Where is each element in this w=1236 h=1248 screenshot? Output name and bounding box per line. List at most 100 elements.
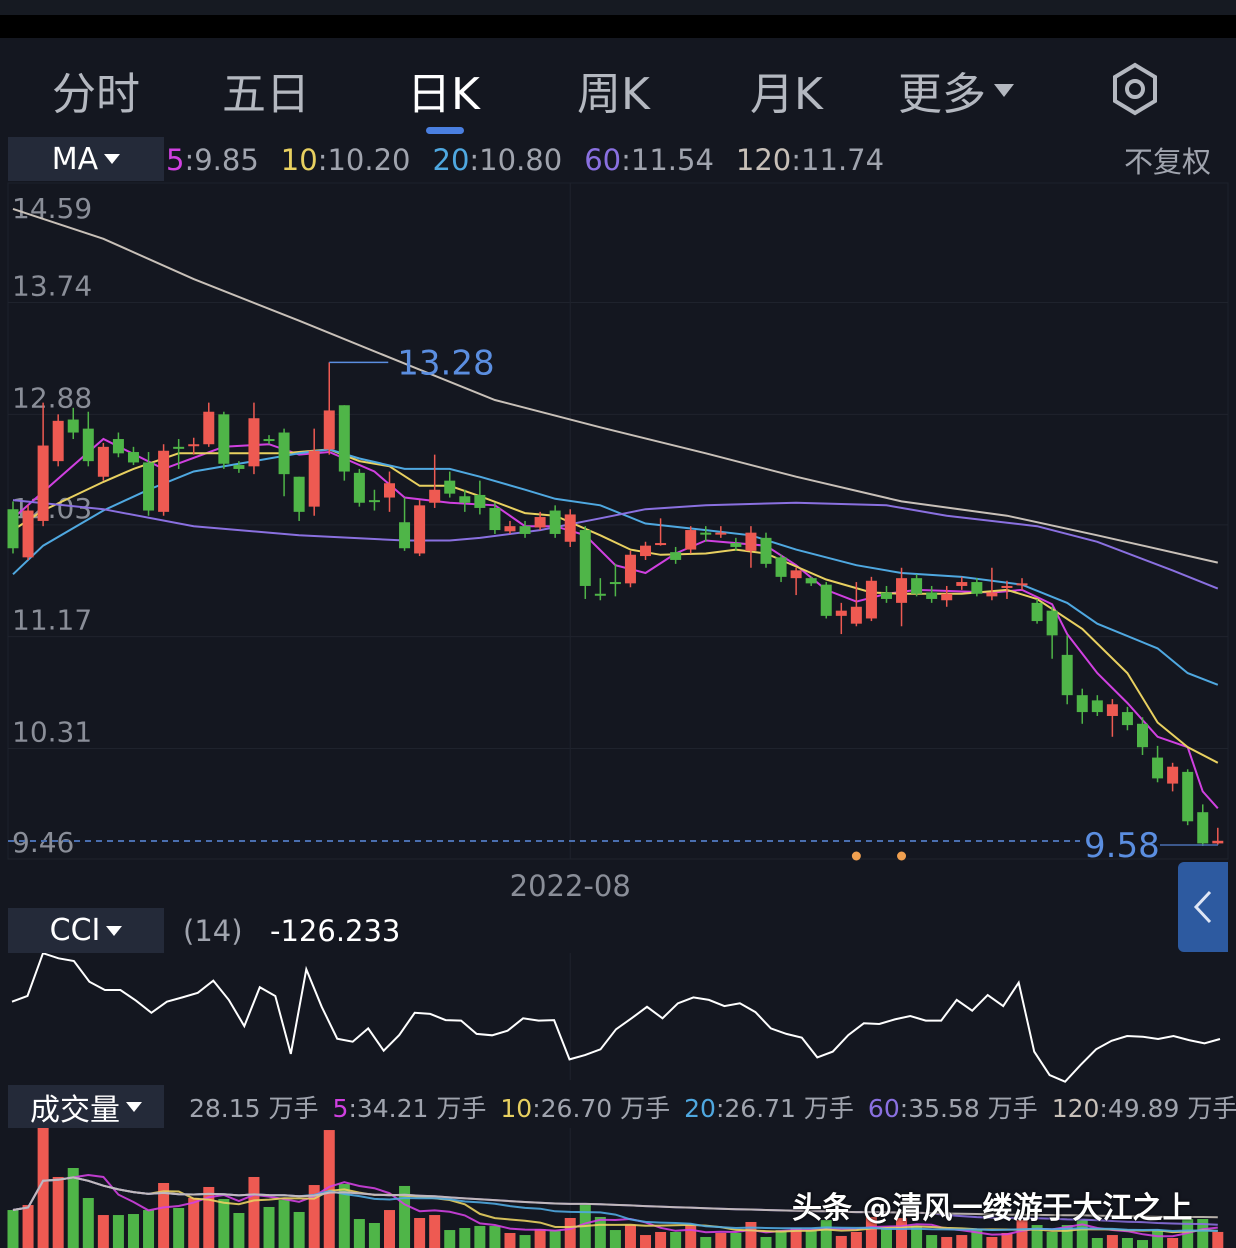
volume-bar [173, 1208, 185, 1248]
candle [127, 446, 139, 466]
candle [399, 497, 411, 551]
candle [850, 582, 862, 627]
volume-ma5-line [12, 1173, 1218, 1238]
candle [941, 585, 953, 607]
y-tick-label: 12.88 [12, 381, 92, 414]
volume-bar [730, 1233, 742, 1248]
volume-bar [188, 1198, 200, 1248]
volume-bar [564, 1218, 576, 1248]
candle-body [715, 532, 727, 535]
candle-body [233, 465, 245, 469]
candle [429, 454, 441, 508]
candle-body [52, 420, 64, 462]
candle-body [820, 584, 832, 616]
volume-bar [1152, 1230, 1164, 1248]
candle-body [368, 500, 380, 503]
candle [1152, 745, 1164, 783]
tab-more[interactable]: 更多 [898, 58, 1014, 122]
candle-body [1137, 723, 1148, 748]
volume-bar [640, 1235, 652, 1248]
y-tick-label: 10.31 [12, 715, 92, 748]
candle-body [805, 578, 817, 584]
volume-bar [22, 1205, 34, 1248]
candle-body [790, 570, 802, 579]
volume-legend-20: 20:26.71 万手 [684, 1089, 854, 1125]
ma-selector[interactable]: MA [8, 137, 164, 181]
candle [308, 428, 320, 516]
volume-bar [338, 1184, 350, 1248]
cci-selector[interactable]: CCI [8, 908, 164, 953]
main-chart-frame [7, 182, 1229, 860]
volume-bar [1137, 1240, 1148, 1248]
candle [865, 576, 877, 622]
candle-body [655, 543, 667, 546]
candle-body [338, 405, 350, 472]
volume-bar [1091, 1238, 1103, 1248]
volume-bar [624, 1225, 636, 1248]
candle [986, 567, 998, 601]
status-bar [0, 0, 1236, 15]
candle-body [624, 554, 636, 584]
volume-bar [1046, 1231, 1058, 1248]
candle [594, 578, 606, 601]
candle-body [1091, 700, 1103, 713]
y-tick-label: 11.17 [12, 604, 92, 637]
x-tick-label: 2022-08 [510, 869, 631, 903]
volume-bar [1167, 1238, 1179, 1248]
candle-body [835, 610, 847, 616]
adjust-mode-button[interactable]: 不复权 [1124, 145, 1212, 179]
volume-bar [1197, 1219, 1209, 1248]
candle-body [926, 592, 938, 599]
candle-body [865, 580, 877, 619]
candle-body [594, 593, 606, 596]
volume-bar [911, 1225, 923, 1248]
candle [624, 550, 636, 588]
candle [1121, 706, 1133, 731]
candle-body [986, 592, 998, 597]
candle-body [971, 582, 983, 594]
volume-selector[interactable]: 成交量 [8, 1085, 164, 1128]
volume-bar [880, 1228, 892, 1248]
ma-legend-10: 10:10.20 [281, 143, 411, 177]
volume-bar [459, 1228, 471, 1248]
tab-intraday[interactable]: 分时 [52, 69, 140, 120]
legend-value: :35.58 万手 [899, 1093, 1038, 1123]
volume-bar [97, 1215, 109, 1248]
candle [158, 444, 170, 516]
volume-bar [489, 1225, 501, 1248]
tab-monthly-k[interactable]: 月K [750, 69, 823, 120]
volume-bar [1001, 1233, 1013, 1248]
volume-bar [218, 1199, 230, 1248]
candle [489, 502, 501, 534]
volume-bar [594, 1216, 606, 1248]
volume-bar [293, 1211, 305, 1248]
tab-daily-k[interactable]: 日K [407, 69, 480, 120]
legend-value: :10.20 [317, 143, 411, 177]
settings-button[interactable] [1110, 62, 1160, 116]
candle [790, 567, 802, 596]
collapse-panel-button[interactable] [1178, 862, 1228, 952]
candle [655, 518, 667, 546]
candle-body [399, 522, 411, 549]
candle-body [941, 593, 953, 601]
volume-bar [835, 1235, 847, 1248]
volume-bar [850, 1231, 862, 1248]
candle-body [730, 543, 742, 547]
cci-value: -126.233 [270, 913, 401, 948]
candle [835, 602, 847, 635]
active-tab-indicator [426, 127, 464, 134]
tab-five-day[interactable]: 五日 [222, 69, 310, 120]
candle-body [353, 472, 365, 503]
tab-weekly-k[interactable]: 周K [577, 69, 650, 120]
candle [474, 480, 486, 515]
volume-bar [444, 1230, 456, 1248]
volume-bar [263, 1206, 275, 1248]
candle-body [112, 439, 124, 454]
candle [353, 468, 365, 507]
volume-bar [1106, 1235, 1118, 1248]
candle-body [519, 526, 531, 534]
candle [880, 585, 892, 603]
volume-bar [67, 1168, 79, 1248]
candle [730, 537, 742, 551]
